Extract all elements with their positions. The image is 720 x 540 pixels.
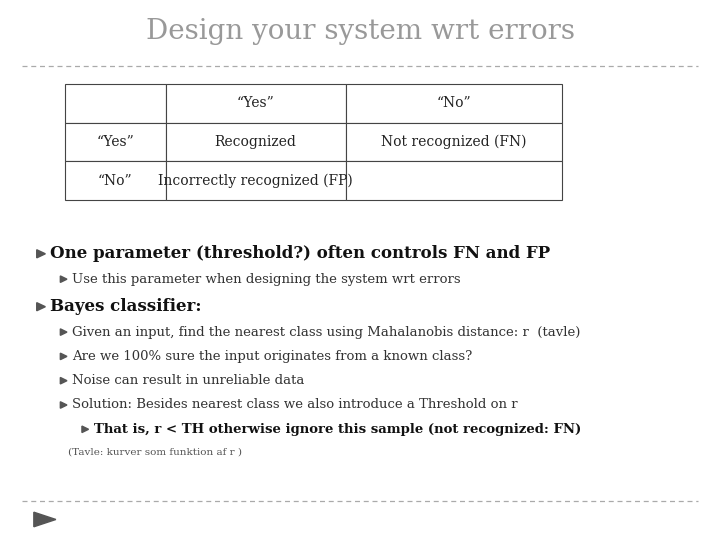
- Text: Given an input, find the nearest class using Mahalanobis distance: r  (tavle): Given an input, find the nearest class u…: [72, 326, 580, 339]
- Bar: [166, 161, 346, 200]
- Text: Not recognized (FN): Not recognized (FN): [381, 135, 526, 149]
- Bar: [65, 84, 166, 123]
- Text: Are we 100% sure the input originates from a known class?: Are we 100% sure the input originates fr…: [72, 350, 472, 363]
- Text: “No”: “No”: [98, 174, 132, 188]
- Polygon shape: [37, 302, 45, 311]
- Text: That is, r < TH otherwise ignore this sample (not recognized: FN): That is, r < TH otherwise ignore this sa…: [94, 423, 581, 436]
- Text: Use this parameter when designing the system wrt errors: Use this parameter when designing the sy…: [72, 273, 461, 286]
- Bar: [346, 84, 562, 123]
- Text: Design your system wrt errors: Design your system wrt errors: [145, 18, 575, 45]
- Bar: [166, 84, 346, 123]
- Text: Bayes classifier:: Bayes classifier:: [50, 298, 202, 315]
- Text: Noise can result in unreliable data: Noise can result in unreliable data: [72, 374, 305, 387]
- Polygon shape: [82, 426, 89, 433]
- Text: One parameter (threshold?) often controls FN and FP: One parameter (threshold?) often control…: [50, 245, 551, 262]
- Text: “Yes”: “Yes”: [96, 135, 134, 149]
- Polygon shape: [60, 402, 67, 408]
- Text: “Yes”: “Yes”: [237, 96, 274, 110]
- Bar: [346, 161, 562, 200]
- Polygon shape: [34, 512, 56, 527]
- Polygon shape: [60, 329, 67, 335]
- Text: (Tavle: kurver som funktion af r ): (Tavle: kurver som funktion af r ): [68, 448, 243, 456]
- Text: Incorrectly recognized (FP): Incorrectly recognized (FP): [158, 174, 353, 188]
- Polygon shape: [60, 353, 67, 360]
- Bar: [65, 161, 166, 200]
- Bar: [65, 123, 166, 161]
- Text: Recognized: Recognized: [215, 135, 297, 149]
- Text: “No”: “No”: [436, 96, 471, 110]
- Polygon shape: [60, 377, 67, 384]
- Text: Solution: Besides nearest class we also introduce a Threshold on r: Solution: Besides nearest class we also …: [72, 399, 518, 411]
- Bar: [166, 123, 346, 161]
- Bar: [346, 123, 562, 161]
- Polygon shape: [60, 276, 67, 282]
- Polygon shape: [37, 249, 45, 258]
